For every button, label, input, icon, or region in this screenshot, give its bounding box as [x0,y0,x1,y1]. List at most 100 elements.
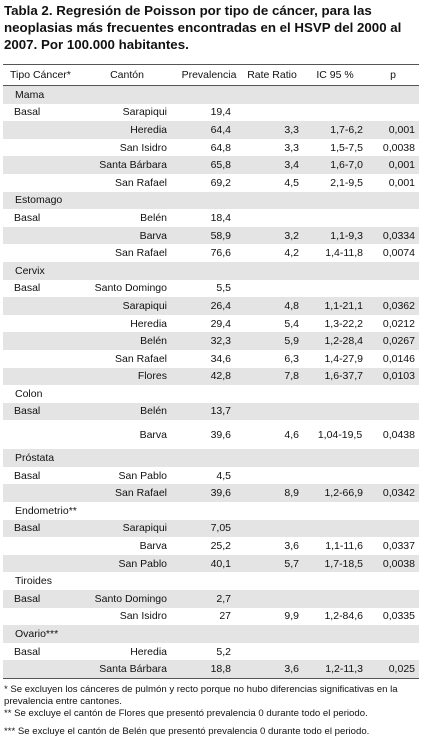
cell: 4,8 [284,299,299,312]
cell: 3,2 [284,229,299,242]
footnote: * Se excluyen los cánceres de pulmón y r… [4,684,398,707]
cell: 1,1-9,3 [330,229,363,242]
cell: San Rafael [115,247,167,260]
cell: San Isidro [119,141,167,154]
header-cell: p [390,69,396,81]
group-name: Cervix [15,264,45,277]
cell: 39,6 [210,487,231,500]
cell: 6,3 [284,352,299,365]
group-name: Ovario*** [15,628,59,641]
header-cell: Rate Ratio [247,69,297,81]
cell: 0,0038 [382,141,415,154]
cell: 32,3 [210,335,231,348]
table-title: Tabla 2. Regresión de Poisson por tipo d… [4,3,402,52]
group-name: Estomago [15,194,63,207]
group-row: Tiroides [3,572,419,590]
cell: Basal [14,469,41,482]
group-row: Próstata [3,449,419,467]
cell: 7,8 [284,370,299,383]
cell: 0,0103 [382,370,415,383]
cell: 0,001 [388,176,415,189]
cell: Heredia [130,645,167,658]
data-row: San Pablo 40,1 5,7 1,7-18,5 0,0038 [3,554,419,573]
header-cell: IC 95 % [316,69,354,81]
cell: 5,2 [216,645,231,658]
group-row: Endometrio** [3,502,419,520]
footnotes: * Se excluyen los cánceres de pulmón y r… [4,684,420,744]
header-cell: Tipo Cáncer* [10,69,71,81]
cell: 42,8 [210,370,231,383]
data-row: Sarapiqui 26,4 4,8 1,1-21,1 0,0362 [3,297,419,315]
cell: Santo Domingo [94,282,167,295]
data-row: Basal Santo Domingo 5,5 [3,280,419,298]
cell: 9,9 [284,610,299,623]
cell: 1,7-6,2 [330,123,363,136]
cell: 69,2 [210,176,231,189]
footnote: *** Se excluye el cantón de Belén que pr… [4,726,370,737]
cell: 0,0212 [382,317,415,330]
cell: Heredia [130,317,167,330]
cell: 13,7 [210,405,231,418]
cell: 34,6 [210,352,231,365]
group-name: Colon [15,387,43,400]
data-row: San Isidro 27 9,9 1,2-84,6 0,0335 [3,608,419,626]
data-row: Basal Belén 13,7 [3,402,419,421]
cell: Belén [140,405,167,418]
data-row: Basal Santo Domingo 2,7 [3,590,419,608]
cell: 25,2 [210,540,231,553]
cell: 0,0337 [382,540,415,553]
cell: 1,7-18,5 [324,557,363,570]
cell: 0,0334 [382,229,415,242]
cell: 3,4 [284,159,299,172]
cell: 8,9 [284,487,299,500]
cell: Heredia [130,123,167,136]
cell: Flores [137,370,167,383]
cell: 5,4 [284,317,299,330]
data-row: San Rafael 39,6 8,9 1,2-66,9 0,0342 [3,484,419,503]
data-row: Belén 32,3 5,9 1,2-28,4 0,0267 [3,332,419,350]
cell: Sarapiqui [122,106,167,119]
cell: San Pablo [118,469,167,482]
cell: 0,0342 [382,487,415,500]
cell: 58,9 [210,229,231,242]
cell: Santo Domingo [94,592,167,605]
cell: 1,6-7,0 [330,159,363,172]
data-row: Basal Belén 18,4 [3,209,419,227]
cell: 2,1-9,5 [330,176,363,189]
cell: 4,6 [284,428,299,441]
cell: 64,4 [210,123,231,136]
data-row: Basal Heredia 5,2 [3,643,419,661]
data-row: Barva 25,2 3,6 1,1-11,6 0,0337 [3,537,419,555]
cell: 4,2 [284,247,299,260]
group-row: Cervix [3,261,419,280]
data-row: San Rafael 34,6 6,3 1,4-27,9 0,0146 [3,350,419,368]
cell: 76,6 [210,247,231,260]
cell: 4,5 [216,469,231,482]
cell: 65,8 [210,159,231,172]
cell: Basal [14,211,41,224]
cell: Barva [139,540,167,553]
data-row: Basal Sarapiqui 19,4 [3,104,419,122]
cell: 3,6 [284,663,299,676]
group-row: Colon [3,385,419,403]
cell: 3,3 [284,123,299,136]
cell: 5,9 [284,335,299,348]
group-name: Tiroides [15,575,52,588]
cell: 26,4 [210,299,231,312]
cell: 0,0362 [382,299,415,312]
footnote: ** Se excluye el cantón de Flores que pr… [4,708,368,719]
cell: 39,6 [210,428,231,441]
cell: 1,4-11,8 [325,247,363,260]
group-row: Mama [3,86,419,104]
cell: 3,3 [284,141,299,154]
group-row: Ovario*** [3,625,419,643]
cell: Basal [14,522,41,535]
cell: San Rafael [115,352,167,365]
data-row: Heredia 64,4 3,3 1,7-6,2 0,001 [3,121,419,139]
cell: 1,6-37,7 [324,370,363,383]
cell: Sarapiqui [122,299,167,312]
cell: Barva [139,428,167,441]
cell: 1,2-66,9 [324,487,363,500]
